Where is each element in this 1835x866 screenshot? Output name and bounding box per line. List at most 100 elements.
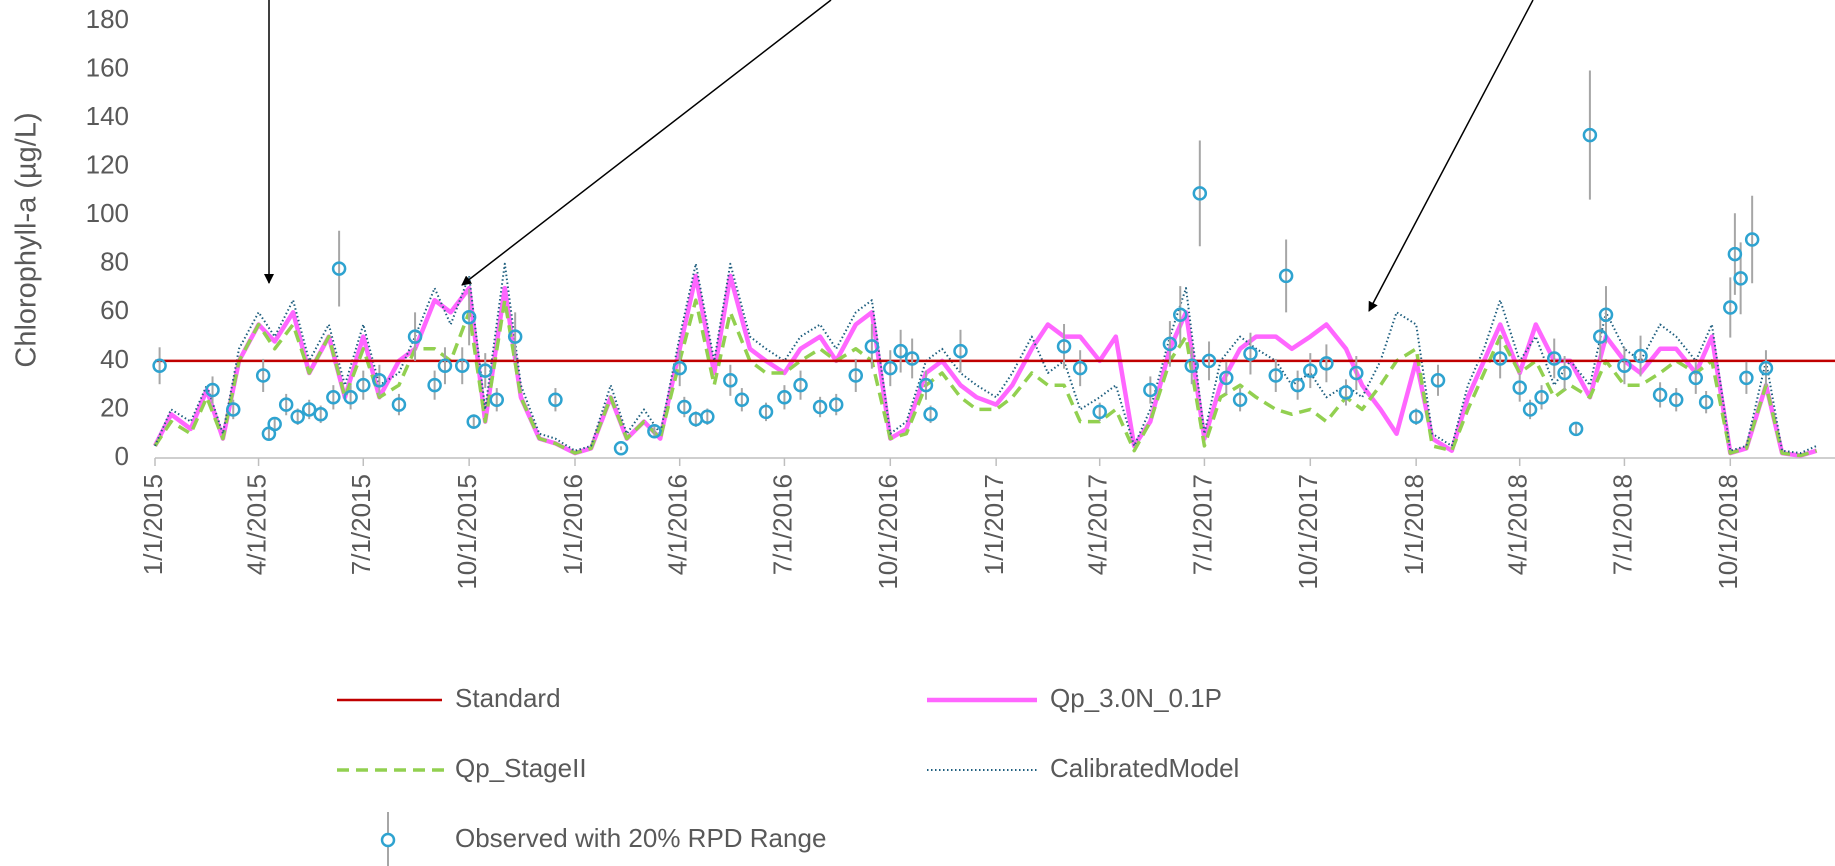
observed-point [1268,368,1284,383]
observed-point [828,397,844,412]
x-tick-label: 4/1/2018 [1503,474,1533,575]
legend-label: CalibratedModel [1050,753,1239,783]
observed-point [1668,392,1684,407]
observed-point [1744,232,1760,247]
x-tick-label: 7/1/2017 [1187,474,1217,575]
x-tick-label: 4/1/2015 [241,474,271,575]
observed-point [1546,351,1562,366]
observed-point [672,360,687,376]
observed-point [918,377,934,393]
y-tick-label: 140 [86,101,129,131]
observed-point [255,368,271,383]
observed-point [677,399,692,415]
observed-point [454,358,470,373]
legend-swatch [380,832,396,848]
observed-point [1184,358,1200,373]
observed-point [1143,382,1158,398]
observed-point [893,343,908,359]
observed-point [1192,186,1208,201]
observed-point [1723,300,1738,315]
observed-point [1688,370,1704,386]
observed-point [647,424,662,439]
observed-point [1593,329,1608,344]
observed-point [1739,370,1754,386]
observed-point [1162,336,1178,352]
observed-point [1243,346,1258,361]
x-tick-label: 10/1/2017 [1293,474,1323,590]
x-tick-label: 10/1/2016 [873,474,903,590]
observed-point [205,382,220,398]
observed-point [848,368,864,383]
observed-point [1568,421,1584,437]
observed-point [758,404,774,420]
x-tick-label: 4/1/2017 [1083,474,1113,575]
observed-point [723,373,738,388]
observed-point [437,358,453,373]
observed-point [613,441,629,456]
x-tick-label: 4/1/2016 [663,474,693,575]
observed-point [461,309,477,325]
y-tick-label: 100 [86,198,129,228]
x-tick-label: 10/1/2015 [452,474,482,590]
legend-label: Qp_3.0N_0.1P [1050,683,1222,713]
x-tick-label: 7/1/2018 [1607,474,1637,575]
legend-label: Observed with 20% RPD Range [455,823,826,853]
observed-point [1522,402,1538,417]
legend-label: Standard [455,683,561,713]
observed-point [1232,392,1248,407]
observed-point [1727,246,1743,262]
observed-point [313,407,328,422]
observed-point [391,397,407,412]
observed-point [225,402,241,417]
observed-point [152,358,167,373]
x-tick-label: 7/1/2015 [346,474,376,575]
observed-point [1303,363,1318,378]
observed-point [812,399,828,415]
observed-point [1698,394,1714,410]
observed-point [883,360,898,376]
observed-point [1733,271,1748,286]
observed-point [1617,358,1632,373]
observed-point [477,363,493,378]
legend: Standard Qp_3.0N_0.1P Qp_StageII Calibrated… [337,683,1239,866]
observed-point [290,409,305,424]
x-tick-label: 7/1/2016 [767,474,797,575]
y-tick-label: 20 [100,392,129,422]
observed-point [1492,351,1508,366]
series-line [153,298,1818,458]
annotation-arrows [264,0,1534,312]
observed-point [343,390,358,405]
observed-point [331,261,347,276]
observed-point [267,416,282,432]
legend-label: Qp_StageII [455,753,587,783]
y-tick-label: 60 [100,295,129,325]
observed-point [1056,339,1072,354]
x-tick-label: 1/1/2017 [979,474,1009,575]
x-tick-label: 1/1/2016 [558,474,588,575]
observed-point [1201,353,1217,369]
observed-point [507,329,523,344]
observed-point [301,402,317,417]
observed-point [1408,409,1424,424]
observed-point [953,343,968,359]
observed-point [427,377,442,393]
observed-point [489,392,505,407]
observed-point [864,339,880,354]
observed-point [548,392,563,407]
y-tick-label: 120 [86,150,129,180]
observed-point [326,390,341,405]
observed-point [407,329,423,344]
observed-point [372,373,387,388]
arrow [461,0,832,286]
observed-point [278,397,294,412]
x-tick-label: 1/1/2015 [138,474,168,575]
observed-point [1512,380,1527,395]
observed-point [793,377,808,393]
observed-point [1758,360,1774,376]
observed-point [1219,370,1234,386]
y-tick-label: 0 [115,441,129,471]
observed-point [1290,377,1305,393]
observed-point [1092,404,1107,420]
observed-point [1338,385,1354,400]
